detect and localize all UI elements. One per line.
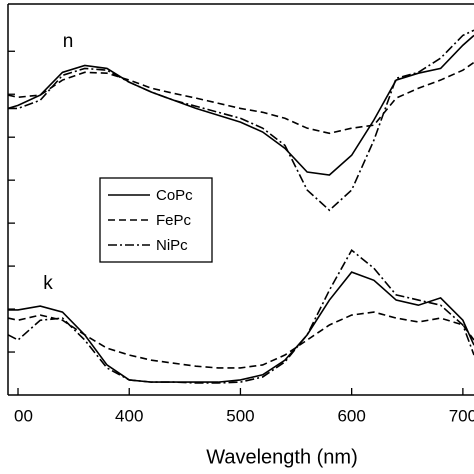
data-line	[8, 29, 474, 212]
legend-box	[99, 177, 213, 263]
data-line	[7, 248, 474, 384]
x-tick-label: 400	[115, 406, 143, 425]
annotation: n	[63, 31, 74, 52]
legend-label: FePc	[156, 212, 192, 229]
x-axis-title: Wavelength (nm)	[206, 446, 358, 468]
x-tick-label: 700	[449, 406, 474, 425]
annotation: k	[43, 273, 53, 294]
x-tick-label: 600	[337, 406, 365, 425]
x-tick-label: 500	[226, 406, 254, 425]
data-line	[8, 271, 474, 383]
legend-label: NiPc	[156, 237, 188, 254]
legend-label: CoPc	[156, 187, 193, 204]
x-tick-label: 00	[14, 406, 33, 425]
data-line	[7, 61, 474, 135]
data-line	[7, 34, 474, 176]
data-line	[7, 311, 474, 369]
